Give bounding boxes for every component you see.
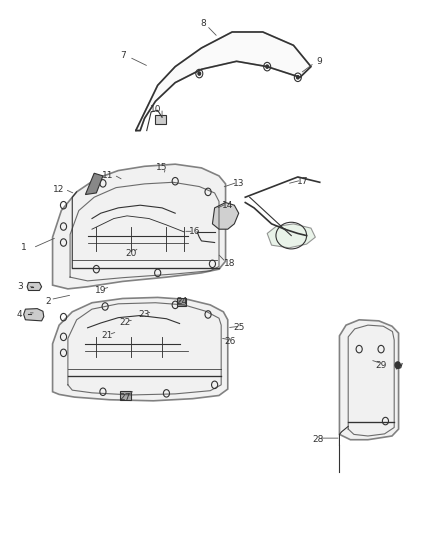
Polygon shape: [339, 320, 399, 440]
Text: 21: 21: [102, 332, 113, 340]
Polygon shape: [212, 203, 239, 229]
Text: 29: 29: [375, 361, 387, 369]
Polygon shape: [53, 164, 226, 289]
Text: 15: 15: [156, 164, 168, 172]
Text: 9: 9: [317, 57, 323, 66]
Polygon shape: [136, 32, 311, 131]
Polygon shape: [27, 282, 42, 290]
Text: 11: 11: [102, 172, 113, 180]
Circle shape: [198, 72, 201, 75]
Text: 22: 22: [119, 318, 131, 327]
Text: 24: 24: [176, 297, 187, 305]
Polygon shape: [267, 224, 315, 248]
Circle shape: [297, 76, 299, 79]
Text: 13: 13: [233, 180, 244, 188]
Polygon shape: [85, 173, 103, 195]
FancyBboxPatch shape: [177, 298, 186, 306]
Text: 1: 1: [21, 244, 27, 252]
Text: 28: 28: [312, 435, 323, 444]
Text: 25: 25: [233, 324, 244, 332]
Text: 18: 18: [224, 260, 236, 268]
Circle shape: [395, 362, 400, 368]
FancyBboxPatch shape: [120, 391, 131, 400]
Text: 23: 23: [139, 310, 150, 319]
Text: 8: 8: [201, 20, 207, 28]
Text: 4: 4: [17, 310, 22, 319]
Polygon shape: [53, 297, 228, 401]
Text: 10: 10: [150, 105, 161, 114]
Circle shape: [266, 65, 268, 68]
Polygon shape: [24, 309, 44, 321]
Text: 7: 7: [120, 52, 126, 60]
Text: 20: 20: [126, 249, 137, 257]
Text: 2: 2: [46, 297, 51, 305]
Text: 12: 12: [53, 185, 65, 193]
Text: 17: 17: [297, 177, 308, 185]
Text: 26: 26: [224, 337, 236, 345]
FancyBboxPatch shape: [155, 115, 166, 124]
Text: 3: 3: [17, 282, 23, 291]
Text: 16: 16: [189, 228, 201, 236]
Text: 19: 19: [95, 286, 106, 295]
Text: 14: 14: [222, 201, 233, 209]
Text: 27: 27: [119, 393, 131, 401]
